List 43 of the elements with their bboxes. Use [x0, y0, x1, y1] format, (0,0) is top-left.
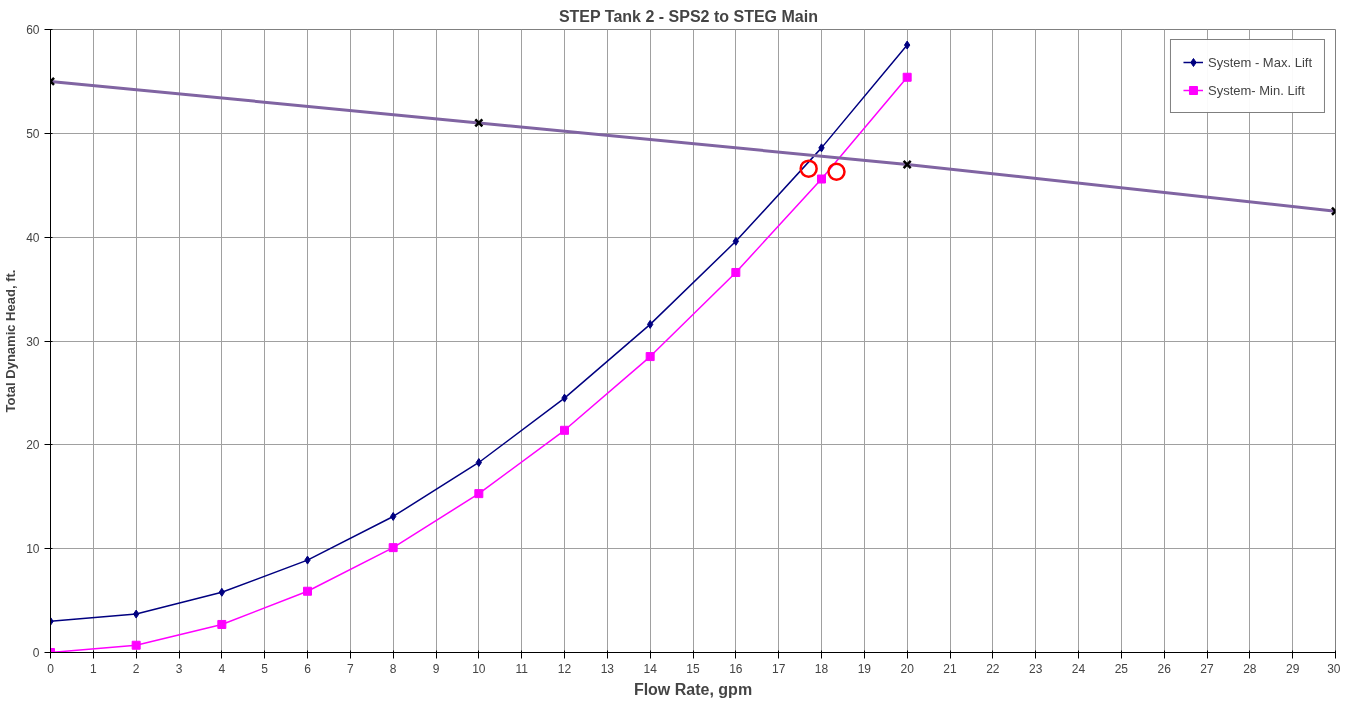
- x-tick-label: 3: [175, 661, 183, 676]
- x-tick-label: 13: [600, 661, 615, 676]
- y-tick-label: 0: [32, 646, 40, 660]
- x-tick-label: 0: [47, 661, 55, 676]
- x-tick-label: 14: [643, 661, 658, 676]
- x-tick-label: 17: [771, 661, 786, 676]
- legend-label: System- Min. Lift: [1207, 82, 1305, 98]
- x-tick-label: 15: [686, 661, 700, 676]
- x-tick-label: 8: [389, 661, 397, 676]
- x-tick-label: 29: [1285, 661, 1300, 676]
- x-tick-label: 16: [729, 661, 743, 676]
- x-tick-label: 5: [261, 661, 269, 676]
- x-tick-label: 2: [132, 661, 140, 676]
- x-tick-label: 28: [1243, 661, 1257, 676]
- x-tick-label: 22: [986, 661, 1000, 676]
- x-tick-label: 6: [304, 661, 312, 676]
- legend-label: System - Max. Lift: [1207, 54, 1312, 70]
- x-tick-label: 10: [472, 661, 486, 676]
- y-tick-label: 60: [26, 23, 40, 37]
- x-tick-label: 25: [1114, 661, 1129, 676]
- y-tick-label: 30: [26, 334, 40, 349]
- x-tick-label: 11: [515, 661, 529, 676]
- x-tick-label: 27: [1200, 661, 1214, 676]
- x-tick-label: 26: [1157, 661, 1172, 676]
- x-tick-label: 23: [1028, 661, 1043, 676]
- x-tick-label: 1: [90, 661, 97, 676]
- y-tick-label: 50: [26, 126, 40, 141]
- x-tick-label: 30: [1327, 661, 1341, 676]
- y-tick-label: 10: [26, 542, 40, 557]
- x-axis-title: Flow Rate, gpm: [633, 680, 753, 698]
- y-tick-label: 20: [26, 438, 40, 453]
- x-tick-label: 7: [347, 661, 354, 676]
- x-tick-label: 24: [1071, 661, 1086, 676]
- x-tick-label: 12: [557, 661, 572, 676]
- x-tick-label: 21: [943, 661, 957, 676]
- x-tick-label: 20: [900, 661, 915, 676]
- x-tick-label: 19: [857, 661, 872, 676]
- x-tick-label: 9: [432, 661, 440, 676]
- chart-title: STEP Tank 2 - SPS2 to STEG Main: [558, 7, 818, 25]
- x-tick-label: 18: [814, 661, 829, 676]
- y-axis-title: Total Dynamic Head, ft.: [3, 269, 19, 413]
- y-tick-label: 40: [26, 230, 40, 245]
- x-tick-label: 4: [218, 661, 226, 676]
